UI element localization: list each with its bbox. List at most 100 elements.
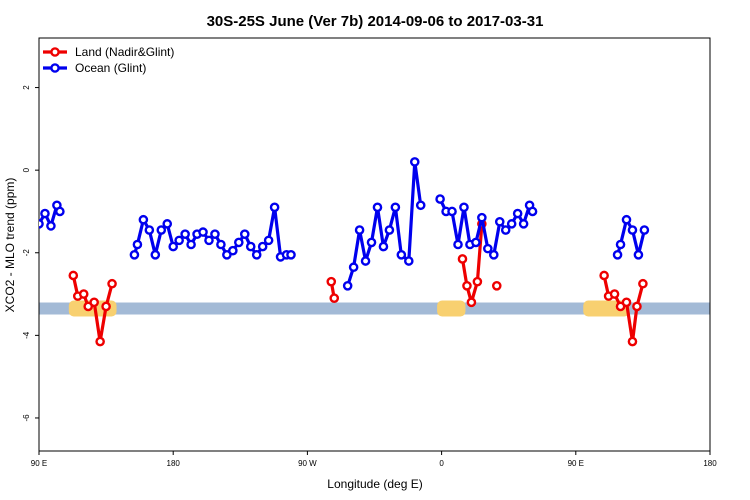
- ocean-point-1-14: [210, 229, 220, 239]
- plot-frame: [38, 37, 711, 452]
- ocean-point-1-24: [269, 202, 280, 213]
- ocean-point-1-4: [150, 250, 161, 260]
- ocean-point-1-8: [174, 235, 184, 246]
- ocean-point-2-7: [384, 225, 395, 235]
- land-point-4-0: [599, 270, 609, 281]
- x-tick-label-1: 180: [167, 459, 181, 468]
- ocean-point-3-3: [453, 239, 463, 250]
- ocean-point-2-11: [409, 157, 420, 167]
- land-point-2-1: [462, 280, 472, 291]
- land-point-4-7: [638, 278, 648, 289]
- series-group: [39, 157, 650, 347]
- ocean-line-4: [616, 218, 646, 257]
- land-point-0-6: [101, 301, 111, 312]
- chart-title: 30S-25S June (Ver 7b) 2014-09-06 to 2017…: [207, 13, 544, 30]
- ocean-point-2-0: [342, 280, 353, 291]
- x-tick-label-2: 90 W: [298, 459, 317, 468]
- land-point-0-2: [78, 289, 89, 299]
- legend-marker-0: [50, 47, 60, 57]
- ocean-point-2-12: [415, 200, 426, 211]
- ocean-point-0-0: [39, 219, 44, 229]
- legend-marker-1: [50, 63, 60, 73]
- ocean-point-4-1: [615, 239, 626, 250]
- ocean-point-1-6: [162, 219, 173, 229]
- ocean-point-1-3: [144, 225, 155, 235]
- y-tick-label-3: 0: [22, 167, 31, 172]
- ocean-point-2-8: [390, 202, 401, 213]
- land-point-4-5: [627, 336, 638, 347]
- ocean-point-0-2: [46, 221, 56, 231]
- ocean-point-1-17: [228, 245, 238, 256]
- ocean-point-1-27: [286, 250, 296, 260]
- ocean-point-1-23: [263, 235, 274, 246]
- land-point-4-2: [609, 289, 620, 299]
- ocean-point-2-10: [403, 256, 414, 266]
- ocean-point-2-2: [354, 225, 365, 235]
- land-point-0-5: [95, 336, 105, 347]
- ocean-point-1-22: [257, 241, 268, 252]
- ocean-point-2-9: [396, 250, 407, 260]
- ocean-point-3-7: [477, 212, 487, 223]
- ocean-point-1-10: [186, 239, 196, 250]
- ocean-point-4-4: [633, 250, 644, 260]
- land-point-2-2: [466, 297, 477, 308]
- land-point-0-4: [89, 297, 99, 308]
- ocean-point-3-12: [506, 219, 517, 229]
- ocean-point-2-5: [372, 202, 383, 213]
- ocean-point-3-16: [527, 206, 538, 217]
- ocean-point-1-12: [198, 227, 208, 237]
- ocean-point-3-10: [494, 216, 505, 227]
- ocean-point-1-0: [129, 250, 140, 260]
- ocean-point-0-1: [40, 208, 50, 219]
- x-tick-label-0: 90 E: [31, 459, 47, 468]
- legend-label-0: Land (Nadir&Glint): [75, 45, 174, 59]
- ocean-point-3-9: [488, 250, 499, 260]
- ocean-point-3-2: [447, 206, 457, 217]
- ocean-point-3-13: [512, 208, 523, 219]
- ocean-point-4-3: [627, 225, 638, 235]
- ocean-point-1-7: [168, 241, 178, 252]
- y-tick-label-2: -2: [22, 249, 31, 257]
- ocean-point-1-21: [251, 250, 262, 260]
- ocean-point-4-0: [612, 250, 623, 260]
- reference-band: [39, 302, 710, 315]
- land-mask-1: [437, 300, 466, 317]
- ocean-point-1-20: [245, 241, 256, 252]
- ocean-point-2-3: [360, 256, 371, 266]
- land-point-1-0: [326, 276, 337, 287]
- ocean-point-4-2: [621, 214, 632, 225]
- x-axis-title: Longitude (deg E): [327, 477, 422, 491]
- ocean-point-2-1: [348, 262, 359, 273]
- land-point-1-1: [329, 293, 340, 303]
- legend-label-1: Ocean (Glint): [75, 61, 146, 75]
- ocean-point-1-1: [132, 239, 143, 250]
- ocean-point-2-4: [366, 237, 377, 248]
- ocean-point-3-4: [459, 202, 469, 213]
- ocean-point-3-14: [518, 219, 529, 229]
- ocean-line-2: [346, 160, 423, 287]
- x-tick-label-3: 0: [439, 459, 444, 468]
- y-tick-label-4: 2: [22, 85, 31, 90]
- ocean-point-3-6: [471, 237, 481, 248]
- ocean-point-4-5: [639, 225, 650, 235]
- ocean-point-3-8: [483, 243, 493, 254]
- land-point-0-7: [107, 278, 117, 289]
- y-tick-label-1: -4: [22, 331, 31, 339]
- x-tick-label-5: 180: [703, 459, 717, 468]
- ocean-point-1-18: [234, 237, 244, 248]
- ocean-point-0-4: [55, 206, 65, 217]
- ocean-point-1-19: [239, 229, 250, 239]
- y-tick-label-0: -6: [22, 414, 31, 422]
- ocean-point-1-13: [204, 235, 214, 246]
- land-point-0-0: [68, 270, 79, 281]
- legend: Land (Nadir&Glint) Ocean (Glint): [43, 45, 174, 75]
- land-point-4-6: [632, 301, 642, 312]
- land-point-4-4: [621, 297, 632, 308]
- ocean-point-3-11: [500, 225, 511, 235]
- plot-area: 90 E 180 90 W 0 90 E 180 -6 -4 -2 0 2: [22, 37, 717, 468]
- ocean-point-3-0: [435, 194, 445, 204]
- y-axis-title: XCO2 - MLO trend (ppm): [3, 178, 17, 313]
- land-point-3-0: [491, 280, 502, 291]
- ocean-point-1-15: [216, 239, 226, 250]
